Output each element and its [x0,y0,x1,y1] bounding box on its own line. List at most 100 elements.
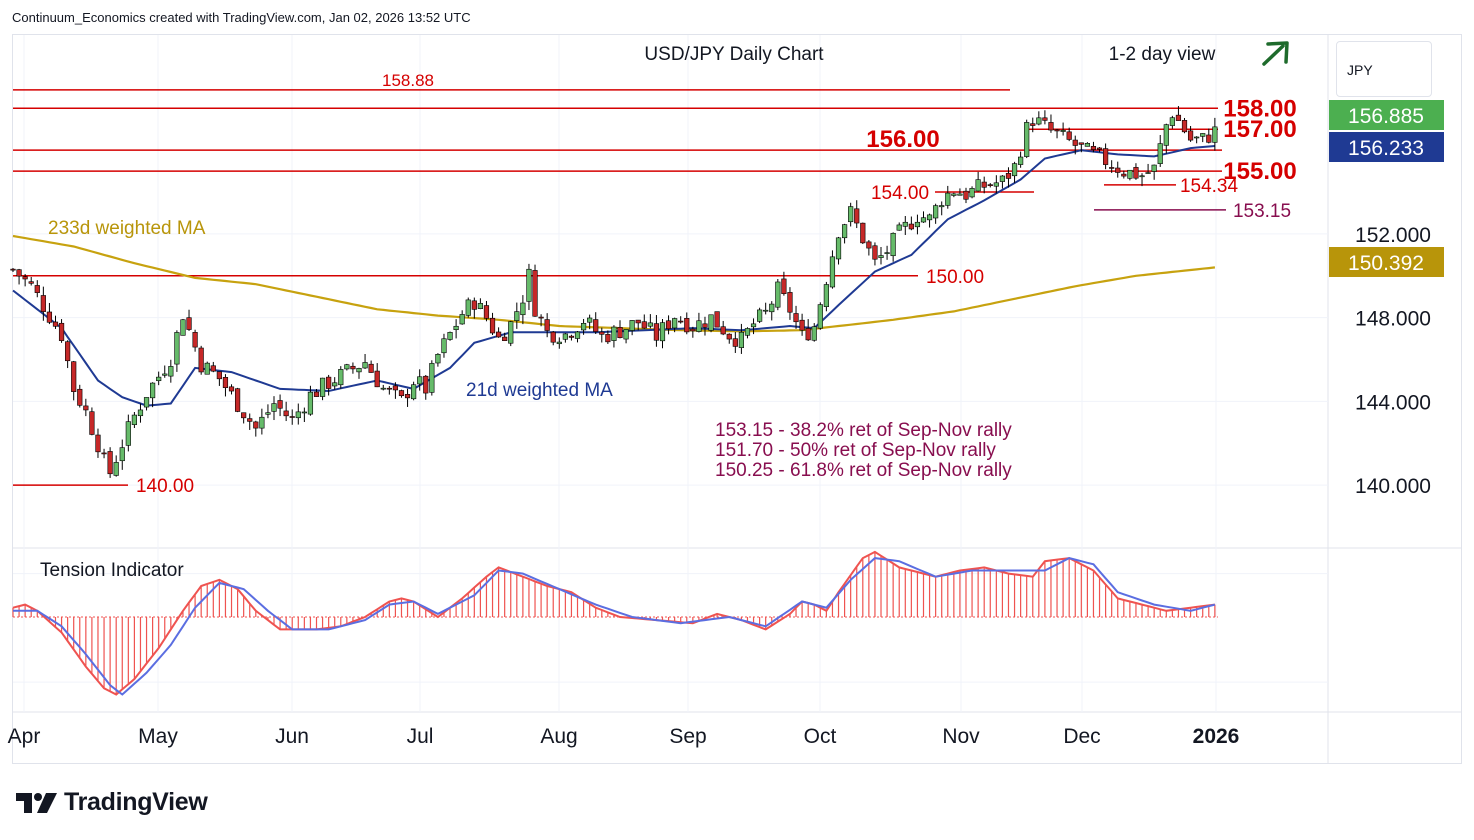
candle-body [180,319,186,336]
candle-body [1103,148,1109,165]
currency-selector-button[interactable]: JPY [1336,41,1432,97]
candle-body [198,347,204,373]
candle-body [866,241,872,249]
candle [987,183,993,188]
candle-body [319,377,326,397]
candle [750,318,757,335]
candle [398,389,405,398]
x-tick-label: Aug [540,725,577,748]
candle-body [125,421,131,446]
candle [198,345,204,375]
candle [1133,163,1139,180]
candle-body [587,317,593,323]
candle-body [653,323,660,341]
candle [477,298,483,310]
arrow-shaft [1262,44,1285,66]
candle [52,315,59,329]
candle [125,414,131,452]
candle [216,371,222,386]
candle-body [398,390,405,397]
candle [635,319,641,331]
candle-body [744,328,751,336]
candle [890,232,896,262]
candle [781,271,787,296]
level-label-158-88: 158.88 [382,71,434,90]
candle [593,312,599,335]
candle [1109,160,1115,173]
candle [629,320,635,336]
candle [775,278,781,311]
candle-body [1163,124,1169,146]
candle-body [999,175,1006,182]
tradingview-logo[interactable]: TradingView [16,788,208,817]
candle [411,381,417,401]
candle [1024,119,1030,159]
candle-body [520,302,526,316]
candle-body [192,332,198,348]
candle [210,361,216,373]
candle [1048,114,1054,133]
candle-body [526,268,532,302]
candle [672,317,678,333]
x-tick-label: 2026 [1193,725,1240,748]
candle-body [708,314,714,331]
candle [587,314,593,330]
candle-body [204,362,210,375]
candle-body [247,418,253,422]
candle-body [599,331,605,335]
candle-body [835,237,842,260]
candle-body [678,320,684,323]
candle [1066,127,1072,142]
candle-body [854,208,860,224]
candle [368,360,374,373]
candle [338,366,344,389]
tension-indicator [12,550,1218,696]
candle [277,394,283,417]
price-badge-bg [1329,132,1444,162]
candle [1036,111,1042,126]
candle [319,377,326,401]
level-label-153-15: 153.15 [1233,201,1291,222]
candle [447,331,453,341]
candle [823,281,829,312]
candle [1169,115,1175,129]
candle [538,314,544,327]
candle [483,300,490,322]
candle-body [1157,143,1163,164]
candle [854,200,860,229]
x-tick-label: Jul [407,725,434,748]
candle-body [28,281,34,284]
candle-body [392,385,399,391]
candle-body [1133,167,1139,179]
candle-body [441,338,447,354]
candle [174,330,180,372]
candle-body [210,365,216,372]
candle-body [459,314,465,325]
level-label-154-00: 154.00 [871,183,929,204]
candle-body [763,309,769,312]
candle [1054,128,1060,139]
candle [495,327,502,338]
tension-fast-line [12,550,1216,696]
candle-body [556,341,562,345]
candle-body [465,299,471,316]
candle-body [107,451,113,475]
candle-body [641,321,647,329]
candle [860,222,866,245]
candle-body [720,326,726,335]
candle-body [1175,114,1182,121]
candle-body [1194,136,1200,139]
candle [920,211,927,223]
candle [453,319,459,339]
candle-body [234,388,241,412]
candle [313,389,320,397]
candle [617,320,623,339]
candle-body [884,252,890,254]
tension-histogram [12,551,1216,695]
candle-body [514,311,520,321]
candle [1163,123,1169,154]
candle [908,216,914,231]
candle [1042,110,1048,125]
